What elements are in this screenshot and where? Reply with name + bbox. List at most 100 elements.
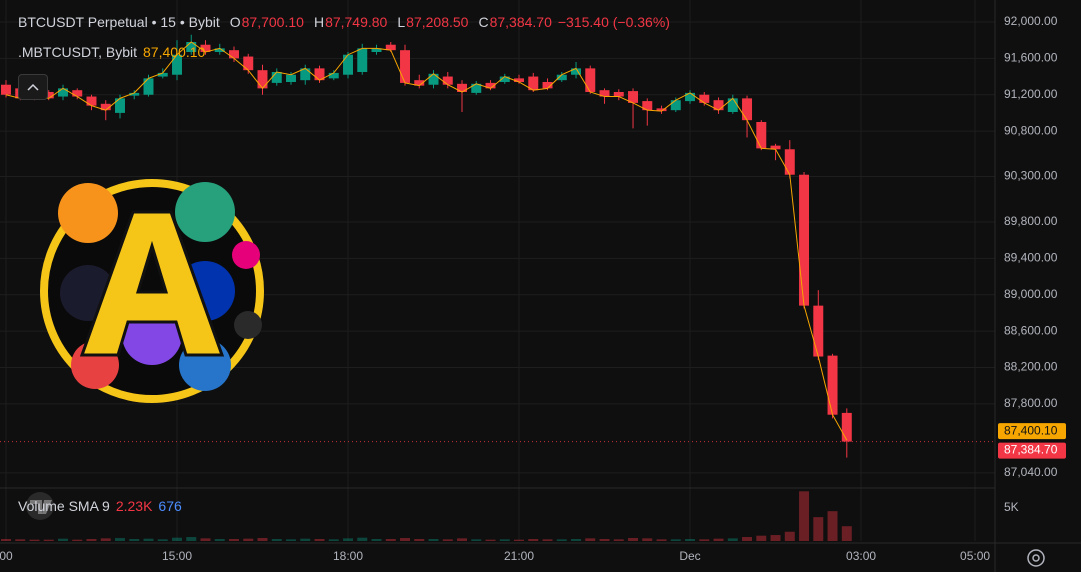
volume-bar	[15, 539, 26, 541]
volume-bar	[229, 539, 239, 541]
candle-body	[58, 88, 68, 97]
volume-bar	[0, 539, 11, 541]
y-tick-label: 89,400.00	[1004, 251, 1058, 265]
volume-bar	[542, 539, 553, 541]
ohlc-value: 87,208.50	[406, 14, 469, 30]
volume-bar	[499, 539, 510, 541]
price-tag	[998, 442, 1066, 459]
candle-body	[841, 412, 852, 442]
volume-bar	[29, 539, 40, 541]
candle-body	[343, 54, 353, 75]
settings-button[interactable]	[1027, 549, 1045, 567]
plot-area	[0, 34, 852, 541]
volume-bar	[841, 526, 852, 541]
volume-bar	[115, 538, 125, 541]
candle-body	[271, 72, 282, 83]
candle-body	[186, 42, 197, 52]
y-tick-label: 91,600.00	[1004, 51, 1058, 65]
candle-body	[670, 100, 681, 111]
candle-body	[0, 84, 11, 95]
compare-name: .MBTCUSDT, Bybit	[18, 44, 138, 60]
collapse-button[interactable]	[18, 74, 48, 100]
candle-body	[371, 48, 382, 52]
volume-bar	[300, 538, 311, 541]
x-tick-label: 00	[0, 549, 13, 563]
volume-bar	[613, 539, 624, 541]
candle-body	[243, 56, 254, 71]
volume-bar	[200, 538, 211, 541]
candle-body	[727, 98, 738, 112]
volume-bar	[414, 539, 425, 541]
candle-body	[143, 78, 154, 95]
y-tick-label: 88,600.00	[1004, 323, 1058, 337]
candle-body	[542, 82, 553, 89]
candle-body	[613, 92, 624, 97]
volume-bar	[157, 539, 168, 541]
candle-body	[100, 103, 111, 111]
volume-bar	[813, 517, 824, 541]
compare-line	[5, 41, 848, 441]
volume-bar	[72, 539, 83, 541]
volume-bar	[713, 538, 724, 541]
volume-value: 2.23K	[115, 498, 153, 514]
volume-bar	[172, 537, 182, 541]
volume-bar	[43, 539, 54, 541]
x-tick-label: 03:00	[846, 549, 876, 563]
candle-body	[457, 83, 468, 92]
candle-body	[827, 355, 838, 415]
candle-body	[400, 50, 410, 83]
candle-body	[799, 174, 810, 306]
volume-bar	[514, 539, 525, 541]
tradingview-logo	[26, 492, 54, 520]
candle-body	[770, 145, 781, 150]
volume-bar	[471, 539, 482, 541]
compare-legend: .MBTCUSDT, Bybit 87,400.10	[18, 44, 205, 60]
candle-body	[471, 83, 482, 93]
volume-bar	[727, 538, 738, 541]
candle-body	[229, 50, 239, 59]
candle-body	[328, 72, 339, 79]
volume-legend: Volume SMA 9 2.23K 676	[18, 498, 182, 514]
candle-body	[813, 305, 824, 357]
candle-body	[699, 94, 710, 103]
candle-body	[385, 44, 396, 51]
volume-bar	[58, 538, 68, 541]
ohlc-value: 87,384.70	[489, 14, 552, 30]
volume-bar	[784, 531, 795, 541]
compare-value: 87,400.10	[143, 44, 206, 60]
y-tick-label: 90,800.00	[1004, 123, 1058, 137]
volume-bar	[571, 539, 582, 541]
ohlc-key: O	[229, 14, 241, 30]
candle-body	[314, 68, 325, 81]
candle-body	[485, 82, 496, 89]
volume-bar	[642, 538, 653, 541]
volume-bar	[585, 538, 596, 541]
symbol-title: BTCUSDT Perpetual • 15 • Bybit	[18, 14, 220, 30]
y-tick-label: 90,300.00	[1004, 169, 1058, 183]
candle-body	[442, 76, 453, 85]
x-tick-label: 05:00	[960, 549, 990, 563]
volume-bar	[243, 538, 254, 541]
ohlc-key: C	[478, 14, 489, 30]
ohlc-value: 87,749.80	[325, 14, 388, 30]
candle-body	[72, 90, 83, 97]
volume-bar	[371, 539, 382, 541]
volume-bar	[400, 538, 410, 541]
price-tag	[998, 423, 1066, 440]
volume-bar	[656, 539, 667, 541]
volume-bar	[257, 538, 268, 541]
volume-bar	[599, 539, 610, 541]
volume-bar	[556, 539, 567, 541]
candle-body	[428, 73, 439, 85]
volume-bar	[385, 539, 396, 541]
volume-bar	[314, 539, 325, 541]
candle-body	[43, 92, 54, 99]
candle-body	[756, 122, 767, 149]
x-tick-label: 18:00	[333, 549, 363, 563]
volume-bar	[685, 539, 696, 541]
candle-body	[556, 74, 567, 81]
volume-bar	[827, 511, 838, 541]
candle-body	[713, 100, 724, 111]
volume-bar	[129, 539, 140, 541]
